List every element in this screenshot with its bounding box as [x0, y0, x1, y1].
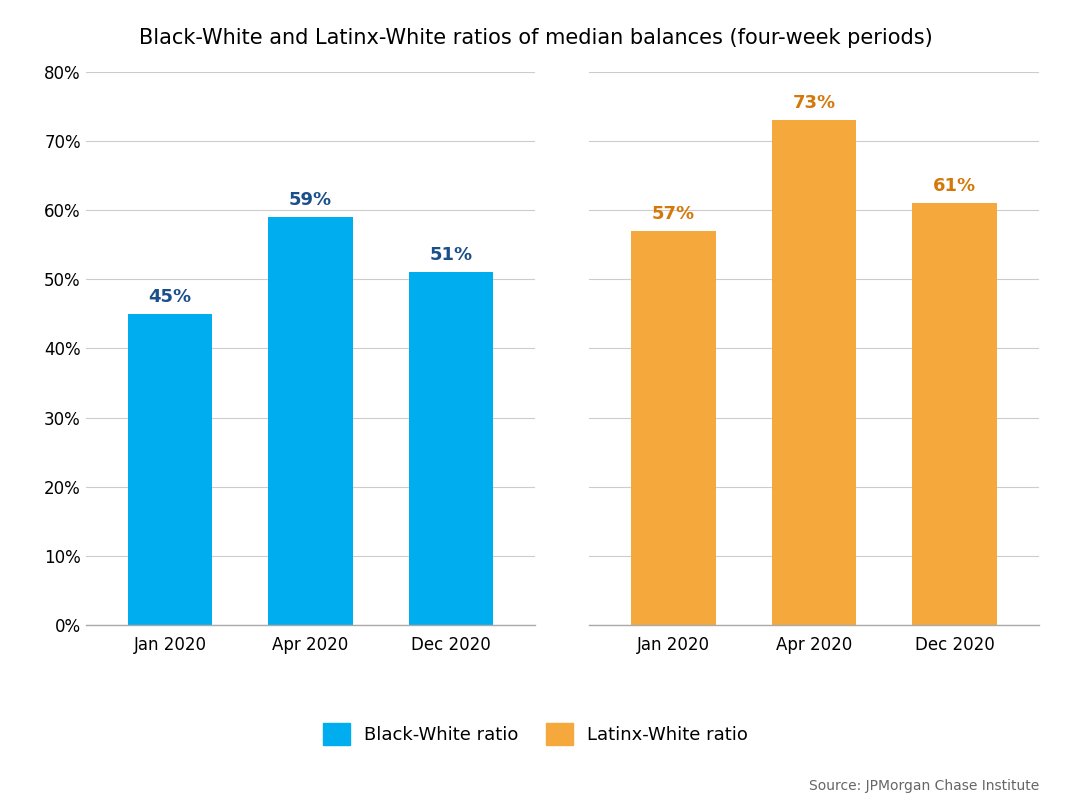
Bar: [632, 231, 715, 625]
Text: 61%: 61%: [933, 177, 976, 195]
Bar: [269, 217, 352, 625]
Text: 51%: 51%: [429, 246, 472, 264]
Bar: [772, 120, 856, 625]
Text: 59%: 59%: [289, 191, 332, 209]
Text: 57%: 57%: [652, 205, 695, 223]
Bar: [912, 203, 997, 625]
Bar: [127, 314, 212, 625]
Text: Black-White and Latinx-White ratios of median balances (four-week periods): Black-White and Latinx-White ratios of m…: [138, 28, 933, 48]
Text: Source: JPMorgan Chase Institute: Source: JPMorgan Chase Institute: [809, 779, 1039, 793]
Bar: [409, 272, 493, 625]
Legend: Black-White ratio, Latinx-White ratio: Black-White ratio, Latinx-White ratio: [316, 715, 755, 752]
Text: 45%: 45%: [149, 288, 192, 306]
Text: 73%: 73%: [793, 95, 835, 112]
